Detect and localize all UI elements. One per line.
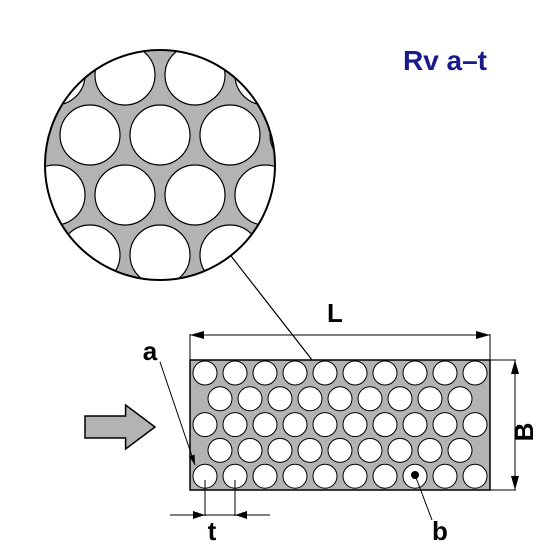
plate-hole — [433, 413, 457, 437]
plate-hole — [343, 361, 367, 385]
magnifier-hole — [165, 165, 225, 225]
dimension-L-label: L — [327, 298, 343, 328]
plate-hole — [298, 387, 322, 411]
plate-hole — [448, 438, 472, 462]
plate-hole — [238, 387, 262, 411]
magnifier-hole — [270, 225, 330, 285]
plate-hole — [268, 387, 292, 411]
plate-hole — [328, 438, 352, 462]
plate-hole — [358, 438, 382, 462]
plate-hole — [463, 361, 487, 385]
dimension-b-label: b — [432, 516, 448, 546]
plate-hole — [418, 438, 442, 462]
magnifier-hole — [270, 105, 330, 165]
plate-hole — [433, 361, 457, 385]
plate-hole — [328, 387, 352, 411]
plate-hole — [313, 413, 337, 437]
plate-hole — [298, 438, 322, 462]
plate-hole — [253, 464, 277, 488]
magnifier-hole — [235, 45, 295, 105]
dimension-a: a — [143, 336, 195, 465]
plate-hole — [268, 438, 292, 462]
magnifier-hole — [305, 165, 365, 225]
magnifier-hole — [340, 225, 400, 285]
dimension-a-label: a — [143, 336, 158, 366]
magnifier-hole — [305, 45, 365, 105]
plate-hole — [358, 387, 382, 411]
plate-hole — [373, 361, 397, 385]
plate-hole — [388, 438, 412, 462]
plate-hole — [463, 413, 487, 437]
magnifier-hole — [165, 45, 225, 105]
magnifier-hole — [130, 225, 190, 285]
perforated-plate — [190, 360, 490, 490]
plate-hole — [208, 387, 232, 411]
plate-hole — [403, 413, 427, 437]
plate-hole — [463, 464, 487, 488]
plate-hole — [193, 413, 217, 437]
dimension-t-label: t — [208, 516, 217, 546]
plate-hole — [373, 413, 397, 437]
magnifier-hole — [340, 105, 400, 165]
plate-hole — [208, 438, 232, 462]
direction-arrow — [85, 405, 155, 449]
plate-hole — [253, 413, 277, 437]
plate-hole — [283, 413, 307, 437]
plate-hole — [283, 464, 307, 488]
magnifier-hole — [200, 105, 260, 165]
plate-hole — [193, 361, 217, 385]
plate-hole — [238, 438, 262, 462]
plate-hole — [313, 464, 337, 488]
magnifier-hole — [60, 105, 120, 165]
magnifier-hole — [130, 105, 190, 165]
magnifier-hole — [95, 165, 155, 225]
plate-hole — [373, 464, 397, 488]
magnifier-hole — [25, 165, 85, 225]
plate-hole — [223, 413, 247, 437]
magnifier-hole — [95, 45, 155, 105]
dimension-B-label: B — [509, 423, 539, 442]
dimension-B: B — [490, 360, 539, 490]
plate-hole — [388, 387, 412, 411]
plate-hole — [343, 413, 367, 437]
magnifier-hole — [235, 165, 295, 225]
magnifier-hole — [25, 45, 85, 105]
plate-hole — [343, 464, 367, 488]
plate-hole — [403, 361, 427, 385]
dimension-L: L — [190, 298, 490, 360]
plate-hole — [448, 387, 472, 411]
plate-hole — [283, 361, 307, 385]
title-label: Rv a–t — [403, 45, 487, 76]
plate-hole — [223, 361, 247, 385]
plate-hole — [433, 464, 457, 488]
plate-hole — [253, 361, 277, 385]
plate-hole — [418, 387, 442, 411]
plate-hole — [313, 361, 337, 385]
dimension-b-dot — [411, 471, 419, 479]
